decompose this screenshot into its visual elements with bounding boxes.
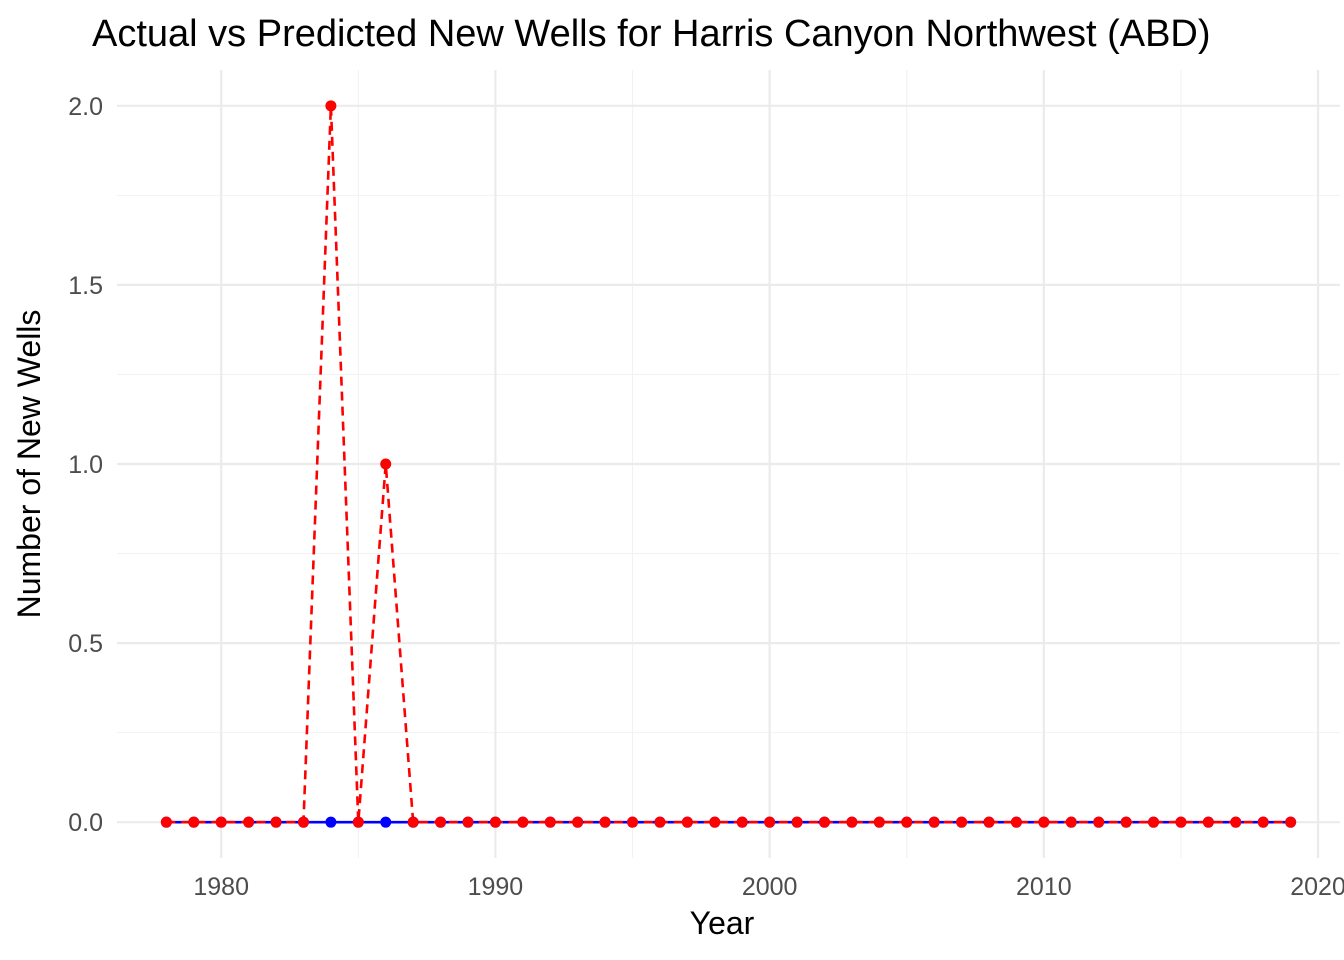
series-2-point	[325, 100, 337, 112]
series-2-point	[435, 816, 447, 828]
series-2-point	[956, 816, 968, 828]
series-2-point	[1038, 816, 1050, 828]
series-2-point	[627, 816, 639, 828]
series-2-point	[736, 816, 748, 828]
x-tick-label: 2020	[1290, 873, 1344, 901]
series-2-point	[489, 816, 501, 828]
series-1-point	[325, 816, 337, 828]
series-2-point	[1285, 816, 1297, 828]
series-2-point	[297, 816, 309, 828]
x-axis-title: Year	[690, 905, 755, 941]
axis-labels: 1980 1990 2000 2010 2020 0.0 0.5 1.0 1.5 2.0	[68, 93, 1344, 901]
x-tick-label: 2010	[1016, 873, 1072, 901]
y-tick-label: 2.0	[68, 93, 103, 121]
series-2-point	[544, 816, 556, 828]
y-tick-label: 1.0	[68, 451, 103, 479]
x-tick-label: 1990	[468, 873, 524, 901]
series-2-point	[1148, 816, 1160, 828]
series-2-point	[1175, 816, 1187, 828]
x-tick-label: 2000	[742, 873, 798, 901]
series-2-point	[764, 816, 776, 828]
series-2-point	[407, 816, 419, 828]
series-2-point	[709, 816, 721, 828]
series-2-point	[160, 816, 172, 828]
series-2-point	[846, 816, 858, 828]
gridlines	[117, 70, 1340, 858]
series-2-point	[270, 816, 282, 828]
series-2-point	[517, 816, 529, 828]
series-2-point	[818, 816, 830, 828]
chart-title: Actual vs Predicted New Wells for Harris…	[92, 13, 1211, 55]
series-2-point	[462, 816, 474, 828]
series-2-point	[1257, 816, 1269, 828]
series-2-point	[243, 816, 255, 828]
series-2-point	[215, 816, 227, 828]
series-2-point	[681, 816, 693, 828]
series-layer	[160, 100, 1297, 828]
x-tick-label: 1980	[193, 873, 249, 901]
y-axis-title: Number of New Wells	[11, 310, 47, 619]
series-2-point	[1010, 816, 1022, 828]
y-tick-label: 1.5	[68, 272, 103, 300]
series-2-point	[1093, 816, 1105, 828]
series-2-point	[928, 816, 940, 828]
series-2-point	[983, 816, 995, 828]
series-2-point	[1065, 816, 1077, 828]
series-1-point	[380, 816, 392, 828]
series-2-point	[901, 816, 913, 828]
series-2-point	[1120, 816, 1132, 828]
series-2-point	[599, 816, 611, 828]
series-2-point	[1202, 816, 1214, 828]
series-2-point	[352, 816, 364, 828]
series-2-point	[873, 816, 885, 828]
series-2-point	[654, 816, 666, 828]
series-2-point	[188, 816, 200, 828]
series-2-point	[1230, 816, 1242, 828]
y-tick-label: 0.0	[68, 809, 103, 837]
series-2-point	[572, 816, 584, 828]
y-tick-label: 0.5	[68, 630, 103, 658]
series-2-point	[791, 816, 803, 828]
series-2-point	[380, 458, 392, 470]
